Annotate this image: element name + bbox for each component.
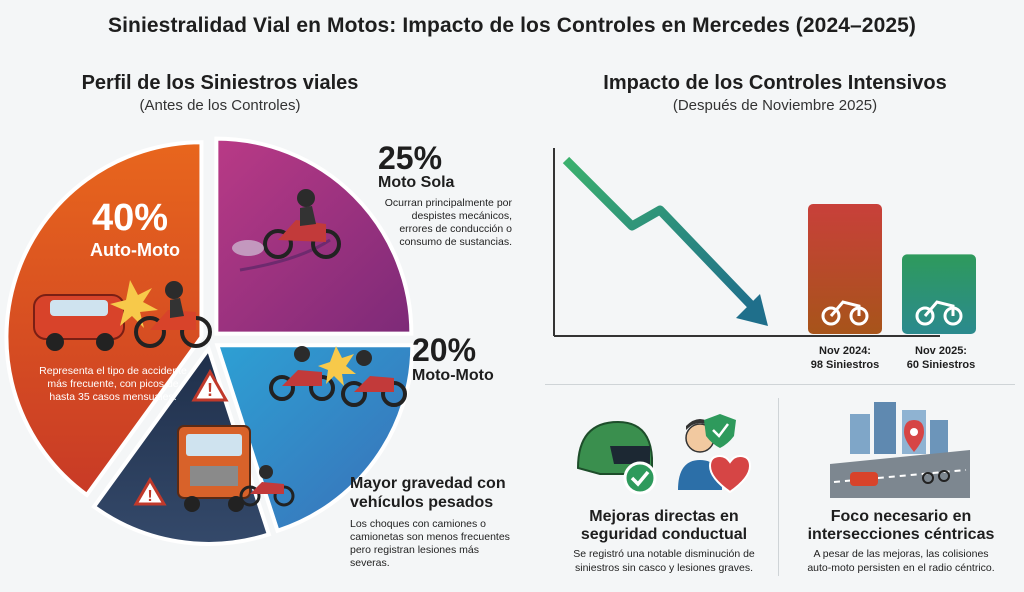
infographic-title: Siniestralidad Vial en Motos: Impacto de… (107, 14, 916, 37)
slice-moto-moto-label: Moto-Moto (412, 367, 494, 384)
bar-2025 (902, 254, 976, 334)
slice-auto-moto-label: Auto-Moto (90, 240, 180, 260)
motorcycle-icon (938, 470, 950, 482)
motorcycles-collision-illustration (269, 346, 407, 407)
footer-right-text: A pesar de las mejoras, las colisiones au… (807, 548, 995, 574)
safety-icons (576, 414, 752, 495)
motorcycle-icon (922, 472, 934, 484)
vertical-divider (778, 398, 779, 576)
check-badge-icon (623, 461, 657, 495)
slice-moto-sola-percent: 25% (378, 140, 443, 176)
left-section-title: Perfil de los Siniestros viales (81, 72, 359, 94)
left-section-subtitle: (Antes de los Controles) (139, 97, 301, 114)
slice-auto-moto-description: Representa el tipo de accidente más frec… (39, 365, 187, 404)
motorcycle-rider-illustration (232, 189, 341, 272)
trend-arrowhead (736, 294, 768, 326)
building-icon (874, 402, 896, 454)
shield-check-icon (704, 414, 736, 448)
slice-auto-moto-percent: 40% (92, 197, 169, 239)
controls-impact-chart (553, 148, 976, 337)
helmet-icon (576, 420, 653, 475)
pie-chart: ! ! (4, 136, 415, 546)
location-pin-dot (910, 428, 918, 436)
footer-left-title: Mejoras directas en seguridad conductual (580, 508, 748, 544)
right-section-title: Impacto de los Controles Intensivos (603, 72, 947, 94)
slice-heavy-description: Los choques con camiones o camionetas so… (350, 518, 510, 570)
motorcycle-icon (915, 300, 963, 326)
footer-right-title: Foco necesario en intersecciones céntrica… (807, 508, 995, 544)
intersection-illustration (830, 402, 970, 498)
bar-label-2025: Nov 2025: 60 Siniestros (906, 345, 976, 372)
truck-illustration: ! ! (133, 368, 295, 512)
svg-text:!: ! (207, 380, 213, 400)
bar-label-2024: Nov 2024: 98 Siniestros (810, 345, 880, 372)
car-crash-illustration (33, 280, 212, 351)
slice-moto-sola-description: Ocurran principalmente por despistes mec… (384, 197, 512, 249)
trend-down-arrow (562, 156, 756, 310)
heart-icon (708, 454, 752, 494)
slice-heavy-label: Mayor gravedad con vehículos pesados (350, 475, 506, 512)
right-section-subtitle: (Después de Noviembre 2025) (672, 97, 878, 114)
svg-text:!: ! (147, 488, 152, 505)
building-icon (850, 414, 870, 454)
car-icon (850, 472, 878, 486)
building-icon (930, 420, 948, 454)
footer-left-text: Se registró una notable disminución de si… (573, 548, 755, 574)
slice-moto-moto-percent: 20% (412, 332, 477, 368)
slice-moto-sola-label: Moto Sola (378, 174, 455, 191)
bar-2024 (808, 204, 882, 334)
horizontal-divider (545, 384, 1015, 385)
motorcycle-icon (821, 300, 869, 326)
